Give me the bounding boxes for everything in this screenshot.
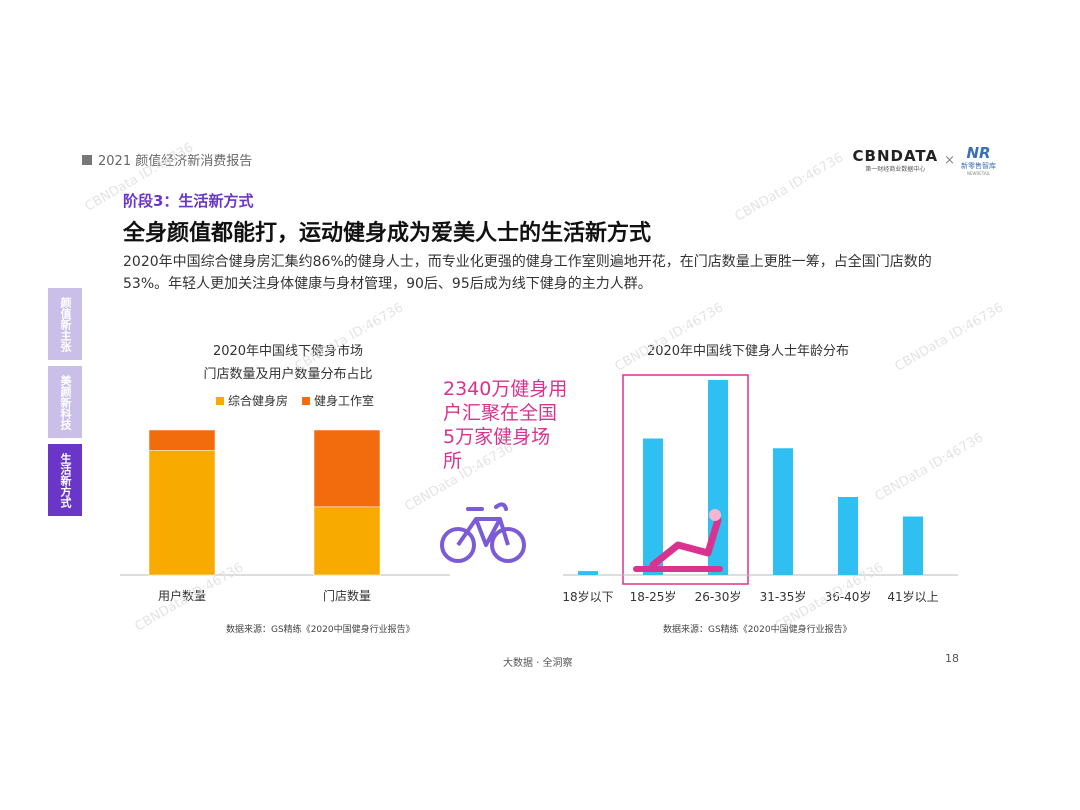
cbndata-logo: CBNDATA 第一财经商业数据中心 [853, 148, 939, 173]
right-chart: 18岁以下 18-25岁 26-30岁 31-35岁 36-40岁 41岁以上 [563, 374, 958, 604]
square-icon [82, 154, 92, 165]
age-bar [903, 516, 923, 575]
cbndata-sub: 第一财经商业数据中心 [865, 166, 926, 173]
page-number: 18 [945, 652, 959, 665]
x-tick-label: 用户数量 [158, 588, 206, 603]
bar-segment [313, 506, 381, 576]
x-tick-label: 18岁以下 [563, 589, 614, 604]
age-bar [838, 497, 858, 575]
left-chart-legend: 综合健身房 健身工作室 [216, 392, 374, 409]
newretail-logo: NR 新零售智库 NEWRETAIL [961, 145, 996, 176]
slide: 2021 颜值经济新消费报告 CBNDATA 第一财经商业数据中心 × NR 新… [48, 130, 1032, 680]
bar-segment [148, 450, 216, 576]
headline: 全身颜值都能打，运动健身成为爱美人士的生活新方式 [123, 221, 652, 246]
highlight-box [622, 374, 749, 585]
left-chart-subtitle: 门店数量及用户数量分布占比 [203, 367, 373, 382]
legend-swatch-gym [216, 396, 224, 405]
side-tabs: 颜值新主张 美颜新科技 生活新方式 [48, 288, 82, 522]
x-tick-label: 26-30岁 [695, 589, 742, 604]
cbndata-name: CBNDATA [852, 147, 939, 165]
partner-logos: CBNDATA 第一财经商业数据中心 × NR 新零售智库 NEWRETAIL [853, 145, 996, 176]
legend-swatch-studio [302, 396, 311, 405]
watermark: CBNData ID:46736 [732, 150, 847, 225]
times-sign: × [944, 153, 955, 168]
bicycle-icon [440, 502, 526, 563]
left-chart-title: 2020年中国线下健身市场 [212, 344, 364, 359]
age-bar [578, 571, 598, 575]
legend-item-studio: 健身工作室 [302, 392, 374, 409]
legend-item-gym: 综合健身房 [216, 392, 288, 409]
newretail-sub: NEWRETAIL [966, 171, 991, 176]
age-bar [773, 448, 793, 575]
watermark: CBNData ID:46736 [612, 300, 727, 375]
report-tag: 2021 颜值经济新消费报告 [82, 150, 252, 169]
newretail-name: 新零售智库 [961, 162, 996, 170]
callout-text: 2340万健身用户汇聚在全国5万家健身场所 [443, 378, 568, 472]
left-chart-source: 数据来源：GS精练《2020中国健身行业报告》 [226, 625, 415, 635]
tab-beauty-tech[interactable]: 美颜新科技 [48, 366, 82, 438]
figure-head [709, 509, 721, 521]
newretail-mark: NR [966, 144, 991, 162]
x-tick-label: 36-40岁 [825, 589, 872, 604]
description: 2020年中国综合健身房汇集约86%的健身人士，而专业化更强的健身工作室则遍地开… [123, 254, 932, 292]
yoga-mat [633, 566, 723, 572]
watermark: CBNData ID:46736 [892, 300, 1007, 375]
stage-title: 阶段3：生活新方式 [123, 192, 254, 210]
tab-beauty-claims[interactable]: 颜值新主张 [48, 288, 82, 360]
footer-text: 大数据 · 全洞察 [503, 658, 573, 669]
x-tick-label: 门店数量 [323, 588, 371, 603]
left-chart: 用户数量 门店数量 [120, 429, 450, 603]
legend-label-studio: 健身工作室 [314, 394, 375, 408]
x-tick-label: 31-35岁 [760, 589, 807, 604]
bar-segment [148, 429, 216, 451]
workout-figure-icon [633, 509, 723, 572]
tab-new-lifestyle[interactable]: 生活新方式 [48, 444, 82, 516]
bar-segment [313, 429, 381, 508]
right-chart-source: 数据来源：GS精练《2020中国健身行业报告》 [663, 625, 852, 635]
legend-label-gym: 综合健身房 [228, 394, 289, 408]
x-tick-label: 41岁以上 [887, 589, 938, 604]
right-chart-title: 2020年中国线下健身人士年龄分布 [646, 344, 850, 359]
x-tick-label: 18-25岁 [630, 589, 677, 604]
report-tag-text: 2021 颜值经济新消费报告 [98, 154, 253, 169]
figure-body [649, 516, 722, 569]
age-bar [643, 438, 663, 575]
